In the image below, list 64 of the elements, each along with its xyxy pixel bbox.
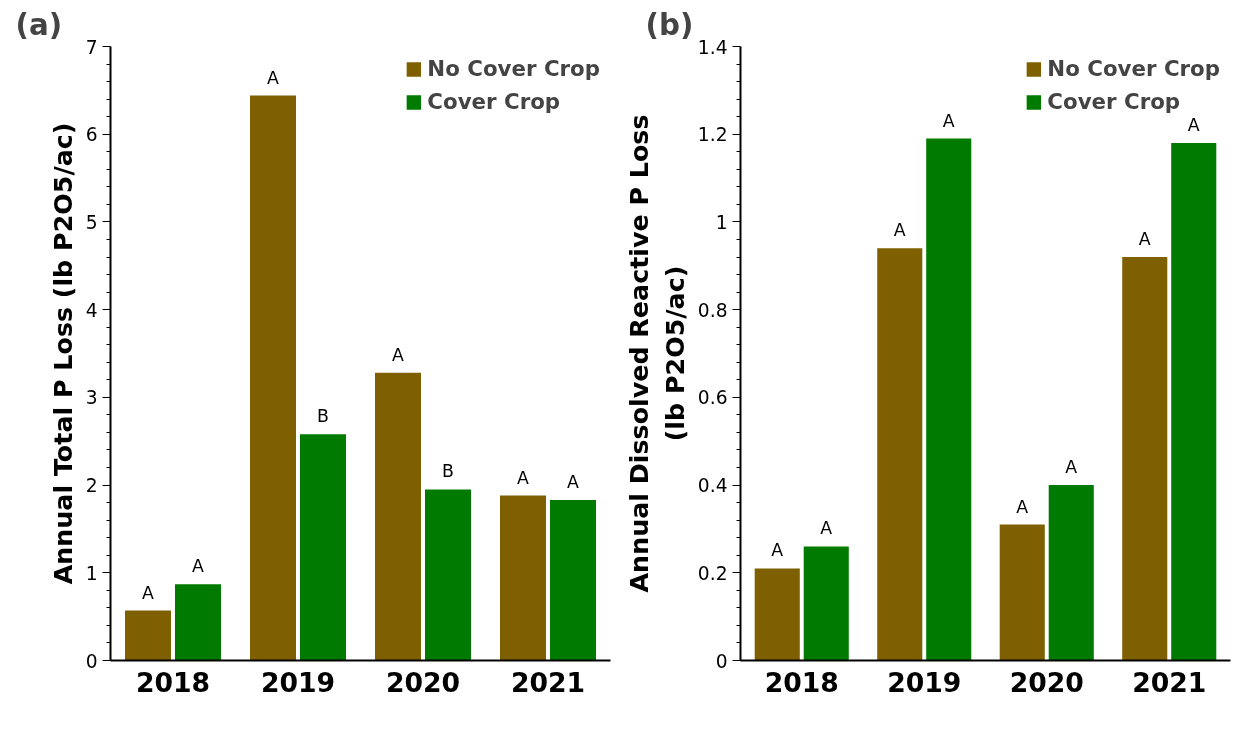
- bar: [125, 610, 171, 661]
- bar: [550, 499, 596, 661]
- annotation: A: [517, 467, 530, 488]
- chart-title: (b): [645, 7, 694, 42]
- y-tick-label: 0.8: [697, 299, 728, 321]
- bar: [877, 248, 923, 661]
- annotation: A: [1065, 457, 1078, 478]
- x-tick-label: 2021: [510, 666, 586, 698]
- y-tick-label: 0.4: [697, 475, 728, 497]
- annotation: A: [820, 518, 833, 539]
- y-tick-label: 0: [715, 650, 728, 672]
- annotation: B: [317, 406, 329, 427]
- bar: [425, 489, 471, 661]
- y-axis-title: Annual Dissolved Reactive P Loss (lb P2O5/ac): [623, 114, 690, 593]
- legend-label: No Cover Crop: [1047, 56, 1220, 81]
- bar: [1122, 257, 1168, 661]
- annotation: A: [1187, 114, 1200, 135]
- annotation: A: [267, 67, 280, 88]
- x-tick-label: 2019: [887, 666, 962, 698]
- y-tick-label: 3: [85, 387, 98, 409]
- annotation: A: [771, 540, 784, 561]
- y-tick-label: 0.6: [697, 387, 728, 409]
- annotation: A: [567, 471, 580, 492]
- annotation: A: [1138, 229, 1151, 250]
- y-tick-label: 5: [85, 211, 98, 233]
- annotation: A: [893, 220, 906, 241]
- annotation: A: [142, 582, 155, 603]
- bar: [375, 372, 421, 661]
- y-tick-label: 6: [85, 124, 98, 146]
- y-tick-label: 7: [85, 36, 98, 58]
- bar: [250, 95, 296, 661]
- x-tick-label: 2018: [135, 666, 211, 698]
- bar: [803, 546, 849, 661]
- y-tick-label: 1.4: [697, 36, 728, 58]
- bar: [754, 568, 800, 661]
- bar: [300, 434, 346, 661]
- y-axis-title: Annual Total P Loss (lb P2O5/ac): [47, 122, 78, 585]
- bar: [1171, 142, 1217, 661]
- x-tick-label: 2020: [1009, 666, 1084, 698]
- x-tick-label: 2020: [385, 666, 461, 698]
- y-tick-label: 0.2: [697, 562, 728, 584]
- legend-label: Cover Crop: [1047, 89, 1181, 114]
- annotation: A: [942, 110, 955, 131]
- y-tick-label: 1: [715, 211, 728, 233]
- x-tick-label: 2021: [1132, 666, 1207, 698]
- y-tick-label: 2: [85, 475, 98, 497]
- y-tick-label: 1: [85, 562, 98, 584]
- annotation: B: [442, 461, 454, 482]
- bar: [500, 495, 546, 661]
- annotation: A: [392, 344, 405, 365]
- y-tick-label: 4: [85, 299, 98, 321]
- bar: [926, 138, 972, 661]
- bar: [999, 524, 1045, 661]
- y-tick-label: 0: [85, 650, 98, 672]
- bar: [175, 584, 221, 661]
- legend-label: Cover Crop: [427, 89, 561, 114]
- chart-title: (a): [15, 7, 63, 42]
- legend-label: No Cover Crop: [427, 56, 600, 81]
- bar: [1048, 485, 1094, 661]
- annotation: A: [192, 556, 205, 577]
- y-tick-label: 1.2: [697, 124, 728, 146]
- x-tick-label: 2019: [260, 666, 336, 698]
- x-tick-label: 2018: [764, 666, 839, 698]
- annotation: A: [1016, 496, 1029, 517]
